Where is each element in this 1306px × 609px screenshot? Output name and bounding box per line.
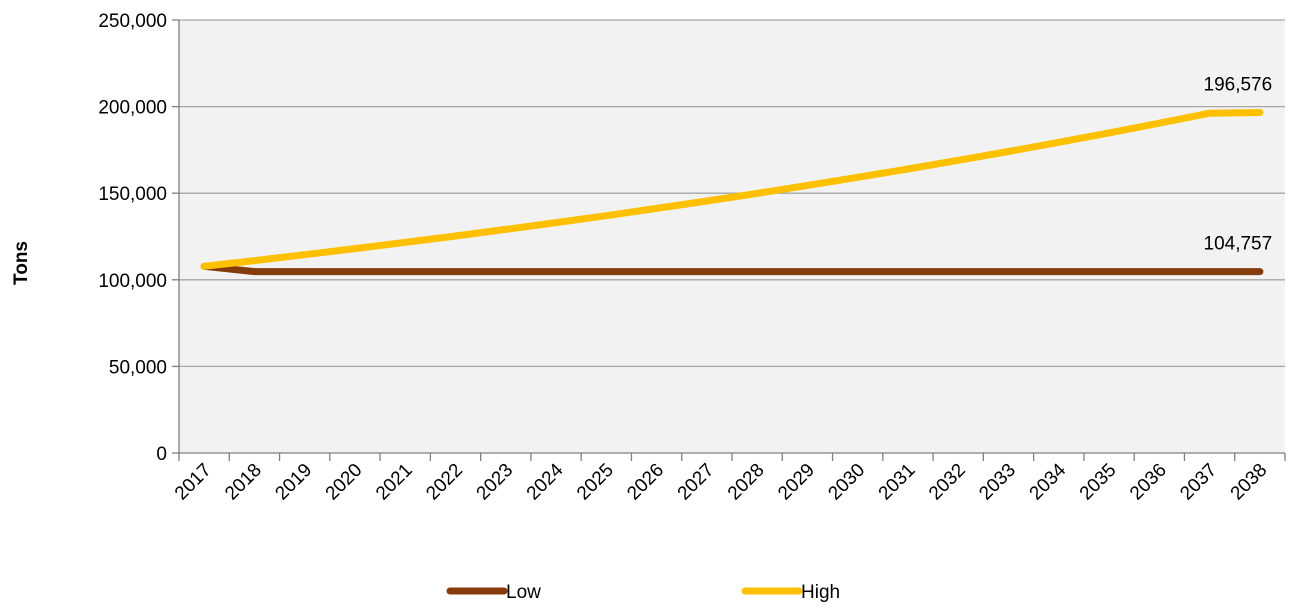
x-tick-label: 2021 — [372, 460, 417, 505]
x-tick-label: 2032 — [925, 460, 970, 505]
y-gridlines — [179, 19, 1285, 368]
y-tick-label: 250,000 — [98, 11, 167, 32]
plot-area — [179, 20, 1285, 453]
x-tick-label: 2020 — [322, 460, 367, 505]
data-label-low: 104,757 — [1204, 234, 1273, 255]
x-tick-label: 2031 — [875, 460, 920, 505]
y-tick-label: 0 — [156, 444, 167, 465]
series-lines — [200, 109, 1264, 276]
x-tick-label: 2030 — [824, 460, 869, 505]
x-tick-label: 2028 — [724, 460, 769, 505]
y-tick-label: 50,000 — [109, 357, 167, 378]
x-tick-label: 2029 — [774, 460, 819, 505]
x-tick-label: 2025 — [573, 460, 618, 505]
y-tick-label: 150,000 — [98, 184, 167, 205]
x-tick-label: 2037 — [1176, 460, 1221, 505]
x-tick-label: 2035 — [1076, 460, 1121, 505]
legend: Low High — [446, 582, 840, 603]
x-tick-label: 2027 — [674, 460, 719, 505]
x-tick-label: 2022 — [422, 460, 467, 505]
data-label-high: 196,576 — [1204, 75, 1273, 96]
data-labels: 104,757 196,576 — [1204, 75, 1273, 255]
legend-label-high: High — [801, 582, 840, 603]
y-tick-label: 100,000 — [98, 271, 167, 292]
x-tick-label: 2033 — [975, 460, 1020, 505]
x-tick-label: 2017 — [171, 460, 216, 505]
x-tick-label: 2019 — [271, 460, 316, 505]
legend-label-low: Low — [506, 582, 541, 603]
series-line-high — [200, 109, 1264, 270]
x-tick-label: 2018 — [221, 460, 266, 505]
y-tick-label: 200,000 — [98, 98, 167, 119]
y-axis-label: Tons — [11, 241, 32, 285]
x-tick-label: 2036 — [1126, 460, 1171, 505]
x-tick-label: 2024 — [523, 459, 568, 504]
x-tick-label: 2034 — [1026, 459, 1071, 504]
x-axis: 2017 2018 2019 2020 2021 2022 2023 2024 2025 2026… — [171, 452, 1286, 505]
x-tick-label: 2038 — [1227, 460, 1272, 505]
x-tick-label: 2026 — [623, 460, 668, 505]
y-axis-ticks: 0 50,000 100,000 150,000 200,000 250,000 — [98, 11, 180, 465]
x-tick-label: 2023 — [473, 460, 518, 505]
series-line-low — [200, 262, 1264, 276]
